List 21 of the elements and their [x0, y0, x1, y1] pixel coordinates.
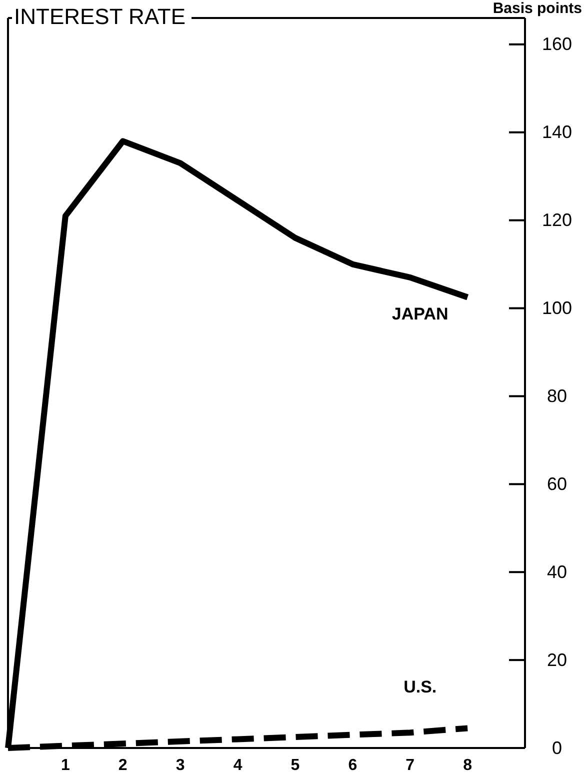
y-tick-label: 120 — [542, 210, 572, 230]
y-tick-label: 0 — [552, 738, 562, 758]
y-tick-label: 20 — [546, 650, 568, 670]
x-tick-label: 1 — [60, 757, 70, 774]
y-tick-label: 100 — [542, 298, 572, 318]
x-tick-label: 6 — [348, 757, 358, 774]
x-tick-label: 4 — [233, 757, 242, 774]
y-tick-label: 80 — [546, 386, 568, 406]
x-tick-label: 8 — [463, 757, 472, 774]
x-tick-label: 5 — [290, 757, 300, 774]
series-label: U.S. — [404, 678, 437, 697]
x-tick-label: 7 — [406, 757, 415, 774]
y-tick-label: 40 — [546, 562, 568, 582]
y-tick-label: 140 — [542, 122, 572, 142]
y-axis-title: Basis points — [492, 0, 582, 17]
chart-title: INTEREST RATE — [14, 4, 186, 29]
series-label: JAPAN — [392, 304, 448, 324]
x-tick-label: 3 — [176, 757, 185, 774]
x-tick-label: 2 — [118, 757, 128, 774]
y-tick-label: 60 — [546, 474, 568, 494]
y-tick-label: 160 — [542, 34, 572, 54]
